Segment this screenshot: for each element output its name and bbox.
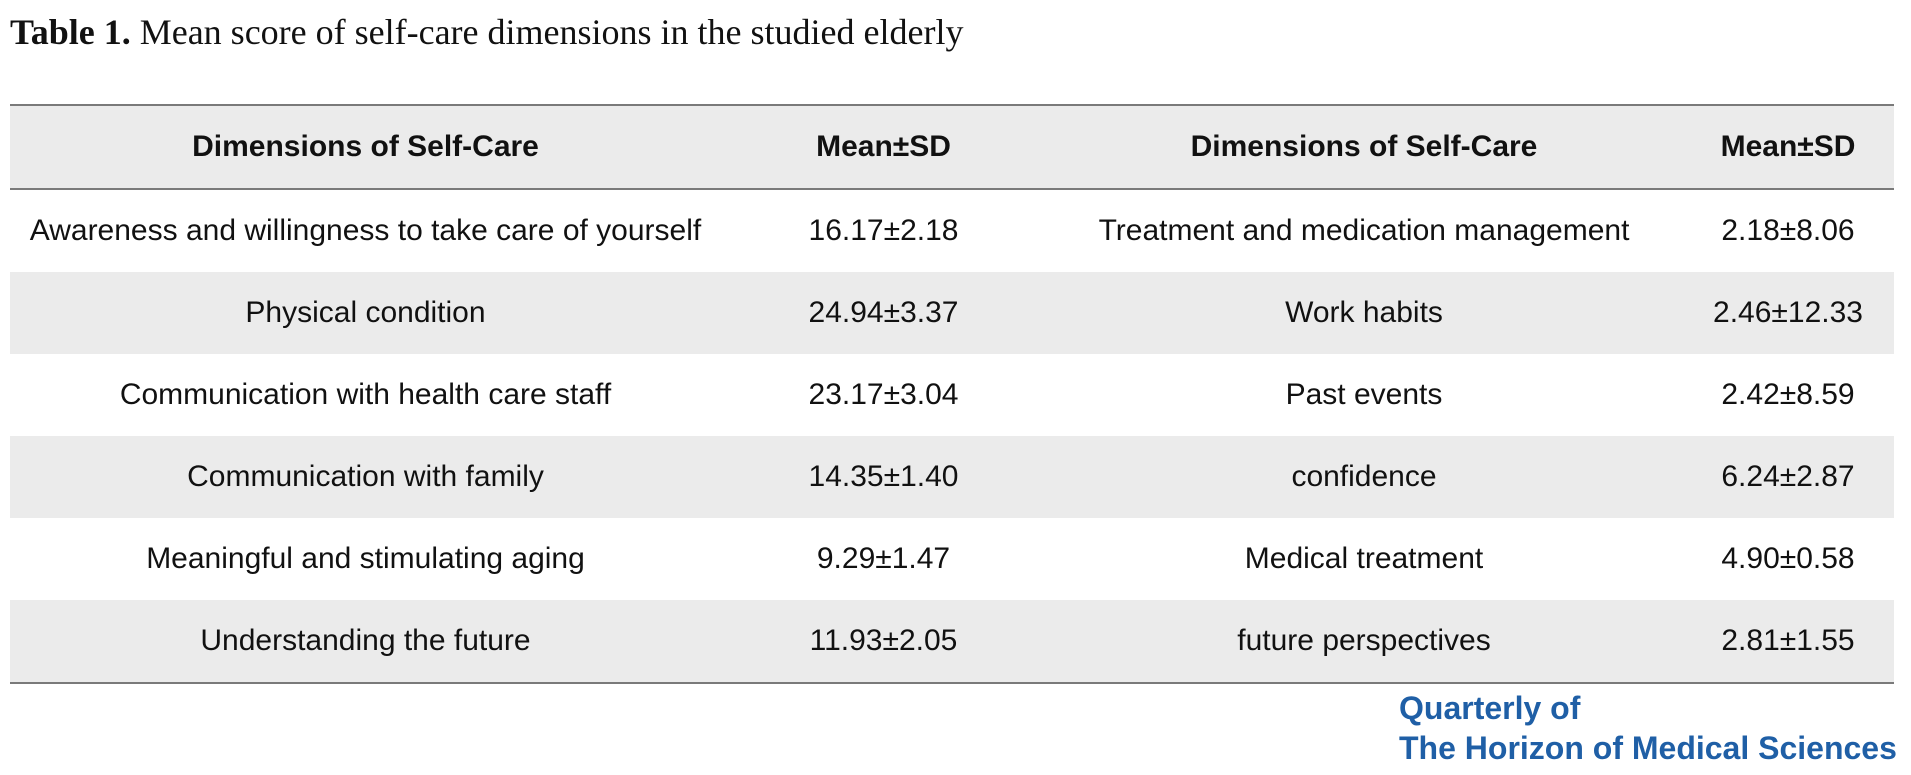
cell-dimension-left: Physical condition: [245, 296, 486, 329]
table-row: Communication with family 14.35±1.40 con…: [10, 436, 1894, 518]
cell-dimension-left: Awareness and willingness to take care o…: [29, 214, 702, 247]
header-mean-left: Mean±SD: [816, 130, 951, 163]
cell-dimension-right: Past events: [1285, 378, 1443, 411]
cell-dimension-left: Communication with family: [187, 460, 544, 493]
cell-mean-right: 2.18±8.06: [1721, 214, 1855, 247]
cell-mean-left: 16.17±2.18: [808, 214, 959, 247]
table-row: Understanding the future 11.93±2.05 futu…: [10, 600, 1894, 683]
table-row: Physical condition 24.94±3.37 Work habit…: [10, 272, 1894, 354]
table-header-row: Dimensions of Self-Care Mean±SD Dimensio…: [10, 105, 1894, 189]
header-dimension-right: Dimensions of Self-Care: [1190, 130, 1538, 163]
cell-mean-left: 23.17±3.04: [808, 378, 959, 411]
journal-logo-line1: Quarterly of: [1399, 690, 1581, 726]
cell-mean-left: 11.93±2.05: [809, 624, 958, 657]
cell-dimension-right: Treatment and medication management: [1098, 214, 1630, 247]
cell-dimension-left: Understanding the future: [200, 624, 531, 657]
journal-logo-line2: The Horizon of Medical Sciences: [1399, 730, 1897, 766]
cell-mean-right: 4.90±0.58: [1721, 542, 1855, 575]
cell-mean-right: 6.24±2.87: [1721, 460, 1855, 493]
cell-dimension-right: Work habits: [1285, 296, 1443, 329]
cell-dimension-right: confidence: [1291, 460, 1437, 493]
cell-dimension-left: Meaningful and stimulating aging: [146, 542, 585, 575]
cell-mean-right: 2.42±8.59: [1721, 378, 1855, 411]
cell-dimension-left: Communication with health care staff: [119, 378, 612, 411]
table-caption-label: Table 1.: [10, 12, 131, 52]
cell-mean-left: 14.35±1.40: [808, 460, 959, 493]
self-care-table-container: Dimensions of Self-Care Mean±SD Dimensio…: [10, 104, 1894, 684]
cell-mean-left: 9.29±1.47: [816, 542, 951, 575]
table-row: Communication with health care staff 23.…: [10, 354, 1894, 436]
journal-logo: Quarterly of The Horizon of Medical Scie…: [1399, 688, 1899, 768]
self-care-table: Dimensions of Self-Care Mean±SD Dimensio…: [10, 104, 1894, 684]
table-row: Meaningful and stimulating aging 9.29±1.…: [10, 518, 1894, 600]
cell-dimension-right: future perspectives: [1237, 624, 1491, 657]
header-dimension-left: Dimensions of Self-Care: [192, 130, 539, 163]
header-mean-right: Mean±SD: [1720, 130, 1856, 163]
table-caption: Table 1. Mean score of self-care dimensi…: [10, 8, 963, 56]
cell-dimension-right: Medical treatment: [1244, 542, 1484, 575]
table-caption-text: Mean score of self-care dimensions in th…: [130, 12, 964, 52]
cell-mean-right: 2.46±12.33: [1713, 296, 1863, 329]
cell-mean-left: 24.94±3.37: [808, 296, 959, 329]
table-row: Awareness and willingness to take care o…: [10, 189, 1894, 272]
cell-mean-right: 2.81±1.55: [1721, 624, 1855, 657]
